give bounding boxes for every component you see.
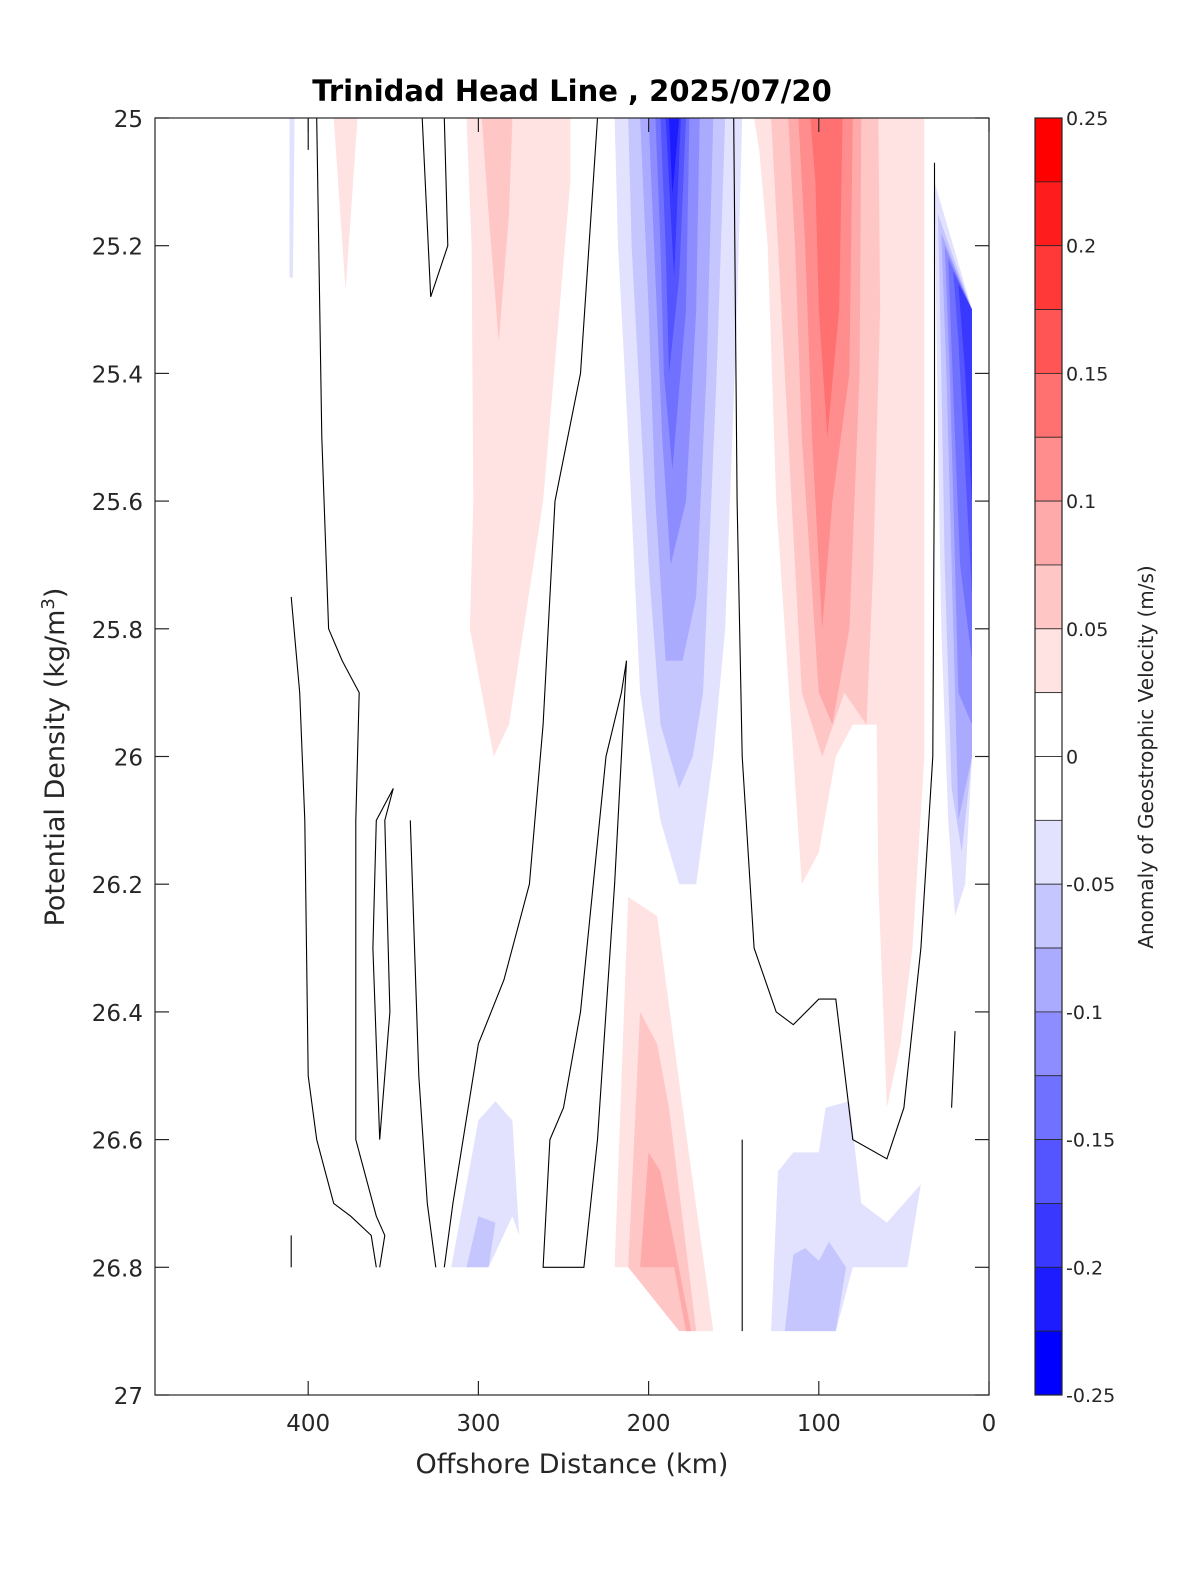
colorbar-tick-label: -0.25 bbox=[1066, 1385, 1115, 1407]
y-axis-label-close: ) bbox=[40, 588, 71, 599]
red-core-290km-outer bbox=[466, 118, 571, 757]
colorbar-swatch bbox=[1034, 372, 1063, 438]
red-core-290km-inner bbox=[481, 118, 513, 342]
zero-contour-5 bbox=[443, 117, 599, 1268]
y-axis-label-main: Potential Density (kg/m bbox=[40, 610, 71, 927]
chart-title: Trinidad Head Line , 2025/07/20 bbox=[312, 74, 832, 108]
colorbar-swatch bbox=[1034, 1203, 1063, 1268]
colorbar-swatch bbox=[1034, 819, 1063, 885]
blue-jet-190km-l7 bbox=[665, 118, 681, 278]
zero-contour-6 bbox=[372, 788, 394, 1140]
y-tick-label: 25.4 bbox=[92, 362, 143, 388]
blue-deep-290km-l2 bbox=[466, 1216, 496, 1268]
x-tick-label: 300 bbox=[456, 1411, 500, 1437]
blue-coastal-l7 bbox=[958, 284, 972, 502]
colorbar-swatch bbox=[1034, 947, 1063, 1013]
y-tick-label: 25 bbox=[114, 107, 143, 133]
colorbar-tick-label: 0.2 bbox=[1066, 236, 1096, 258]
colorbar-tick-label: 0 bbox=[1066, 747, 1078, 769]
colorbar-swatch bbox=[1034, 117, 1063, 183]
y-tick-label: 25.2 bbox=[92, 235, 143, 261]
x-tick-label: 0 bbox=[982, 1411, 997, 1437]
axis-ticks bbox=[155, 117, 990, 1396]
y-tick-label: 26.4 bbox=[92, 1001, 143, 1027]
zero-contour-3 bbox=[290, 596, 377, 1268]
blue-jet-190km-l8 bbox=[669, 118, 680, 195]
colorbar-tick-label: 0.05 bbox=[1066, 619, 1108, 641]
colorbar-swatch bbox=[1034, 628, 1063, 694]
colorbar-frame bbox=[1034, 117, 1063, 1396]
colorbar-tick-label: -0.1 bbox=[1066, 1002, 1103, 1024]
blue-sliver-410km bbox=[289, 118, 295, 278]
colorbar: 0.25 0.2 0.15 0.1 0.05 0 -0.05 -0.1 -0.15 -0.2 -0.… bbox=[1034, 108, 1115, 1407]
x-tick-label: 400 bbox=[286, 1411, 330, 1437]
y-tick-label: 26 bbox=[114, 746, 143, 772]
colorbar-swatch bbox=[1034, 181, 1063, 247]
blue-deep-290km-l1 bbox=[451, 1101, 520, 1268]
colorbar-swatch bbox=[1034, 756, 1063, 821]
zero-contours bbox=[290, 117, 956, 1332]
zero-contour-4 bbox=[421, 117, 449, 297]
zero-contour-12 bbox=[951, 1031, 956, 1108]
colorbar-swatch bbox=[1034, 245, 1063, 310]
colorbar-swatch bbox=[1034, 1266, 1063, 1332]
colorbar-tick-label: -0.2 bbox=[1066, 1257, 1103, 1279]
colorbar-swatch bbox=[1034, 500, 1063, 566]
colorbar-tick-label: 0.1 bbox=[1066, 491, 1096, 513]
colorbar-swatch bbox=[1034, 883, 1063, 949]
colorbar-swatch bbox=[1034, 564, 1063, 630]
y-tick-labels: 25 25.2 25.4 25.6 25.8 26 26.2 26.4 26.6 26.8 27 bbox=[92, 107, 143, 1410]
y-axis-label: Potential Density (kg/m3) bbox=[38, 588, 71, 927]
y-tick-label: 25.6 bbox=[92, 490, 143, 516]
y-tick-label: 26.2 bbox=[92, 873, 143, 899]
colorbar-tick-label: 0.25 bbox=[1066, 108, 1108, 130]
red-sliver-380km bbox=[333, 118, 358, 291]
colorbar-swatch bbox=[1034, 1075, 1063, 1140]
x-tick-label: 200 bbox=[627, 1411, 671, 1437]
zero-contour-2 bbox=[316, 117, 386, 1268]
y-tick-label: 26.6 bbox=[92, 1129, 143, 1155]
x-tick-labels: 400 300 200 100 0 bbox=[286, 1411, 996, 1437]
filled-contours bbox=[289, 118, 972, 1332]
x-tick-label: 100 bbox=[797, 1411, 841, 1437]
colorbar-swatch bbox=[1034, 1139, 1063, 1204]
zero-contour-7 bbox=[409, 820, 437, 1268]
zero-contour-10 bbox=[733, 117, 936, 1160]
colorbar-label: Anomaly of Geostrophic Velocity (m/s) bbox=[1134, 565, 1158, 948]
colorbar-tick-label: -0.15 bbox=[1066, 1130, 1115, 1152]
red-deep-200km-l3 bbox=[640, 1152, 692, 1332]
x-axis-label: Offshore Distance (km) bbox=[416, 1449, 729, 1480]
colorbar-tick-label: 0.15 bbox=[1066, 363, 1108, 385]
zero-contour-9 bbox=[542, 660, 628, 1268]
colorbar-swatch bbox=[1034, 692, 1063, 757]
colorbar-swatch bbox=[1034, 309, 1063, 374]
blue-deep-100km-l2 bbox=[784, 1241, 846, 1332]
red-jet-100km-l5 bbox=[810, 118, 843, 438]
colorbar-swatch bbox=[1034, 1330, 1063, 1396]
y-tick-label: 27 bbox=[114, 1384, 143, 1410]
y-tick-label: 26.8 bbox=[92, 1256, 143, 1282]
plot-area bbox=[154, 117, 990, 1396]
y-tick-label: 25.8 bbox=[92, 618, 143, 644]
y-axis-label-superscript: 3 bbox=[38, 598, 59, 609]
colorbar-swatch bbox=[1034, 436, 1063, 502]
colorbar-tick-label: -0.05 bbox=[1066, 874, 1115, 896]
colorbar-swatch bbox=[1034, 1011, 1063, 1077]
